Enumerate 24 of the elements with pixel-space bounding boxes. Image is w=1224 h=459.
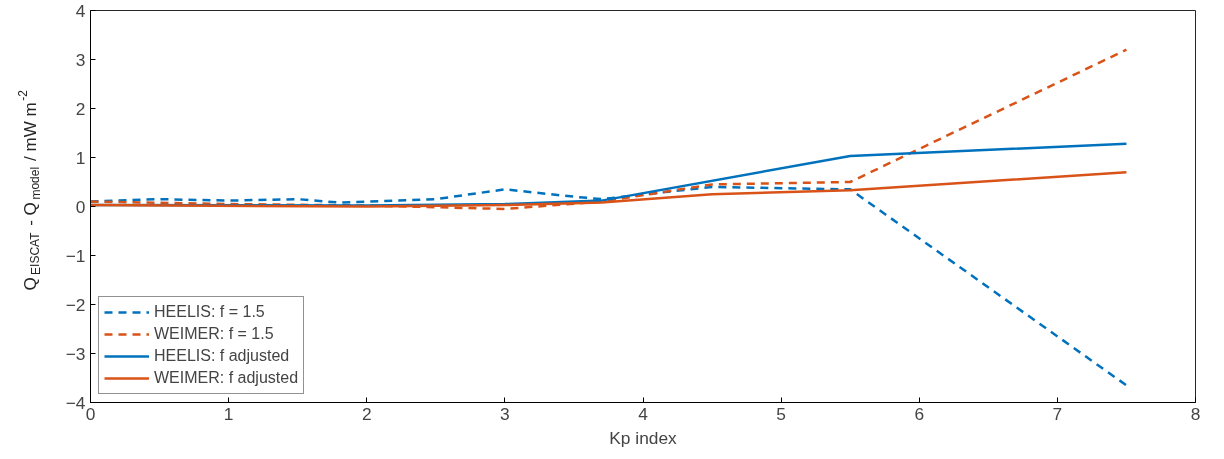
y-tick-label: 1 (75, 147, 86, 168)
legend-label: HEELIS: f = 1.5 (154, 303, 265, 321)
line-series (90, 48, 1128, 211)
x-tick-label: 3 (500, 403, 510, 424)
x-tick-label: 8 (1190, 403, 1201, 424)
x-tick-label: 1 (223, 403, 234, 424)
legend-label: WEIMER: f adjusted (154, 369, 299, 387)
y-tick-label: −2 (65, 294, 86, 315)
y-tick-label: −3 (65, 343, 86, 364)
y-tick-label: 3 (75, 49, 86, 70)
y-tick-label: −4 (65, 392, 86, 413)
x-axis-title: Kp index (609, 427, 678, 448)
x-tick-label: 6 (914, 403, 925, 424)
x-tick-label: 7 (1052, 403, 1063, 424)
x-tick-label: 2 (361, 403, 372, 424)
legend-label: WEIMER: f = 1.5 (154, 325, 274, 343)
y-tick-label: 4 (75, 0, 86, 21)
y-tick-label: 2 (75, 98, 86, 119)
y-tick-label: 0 (75, 196, 86, 217)
y-tick-label: −1 (65, 245, 86, 266)
legend-label: HEELIS: f adjusted (154, 347, 290, 365)
x-tick-label: 5 (776, 403, 786, 424)
x-tick-label: 4 (638, 403, 649, 424)
y-axis-title: QEISCAT - Qmodel / mW m-2 (16, 89, 43, 291)
